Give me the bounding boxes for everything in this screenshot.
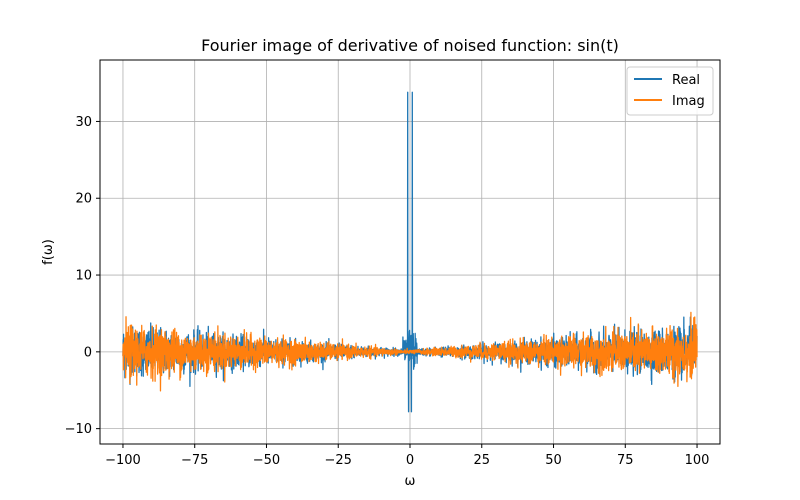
y-tick-label: 20 [75, 192, 92, 207]
y-axis-label: f(ω) [41, 239, 56, 265]
x-tick-label: 25 [473, 453, 490, 468]
x-tick-label: 50 [545, 453, 562, 468]
x-tick-label: −100 [105, 453, 141, 468]
y-tick-label: 30 [75, 115, 92, 130]
x-tick-label: 0 [406, 453, 414, 468]
legend: Real Imag [626, 66, 714, 116]
y-tick-label: −10 [65, 422, 92, 437]
legend-label-real: Real [672, 73, 700, 88]
y-tick-label: 0 [84, 345, 92, 360]
series-layer [122, 91, 698, 413]
x-axis-label: ω [405, 474, 416, 489]
legend-label-imag: Imag [672, 94, 705, 109]
x-tick-label: 100 [685, 453, 710, 468]
x-tick-label: −75 [181, 453, 208, 468]
y-tick-label: 10 [75, 269, 92, 284]
x-tick-label: −25 [325, 453, 352, 468]
chart-title: Fourier image of derivative of noised fu… [201, 36, 619, 55]
x-tick-label: −50 [253, 453, 280, 468]
series-line-imag [122, 311, 698, 392]
x-tick-label: 75 [617, 453, 634, 468]
